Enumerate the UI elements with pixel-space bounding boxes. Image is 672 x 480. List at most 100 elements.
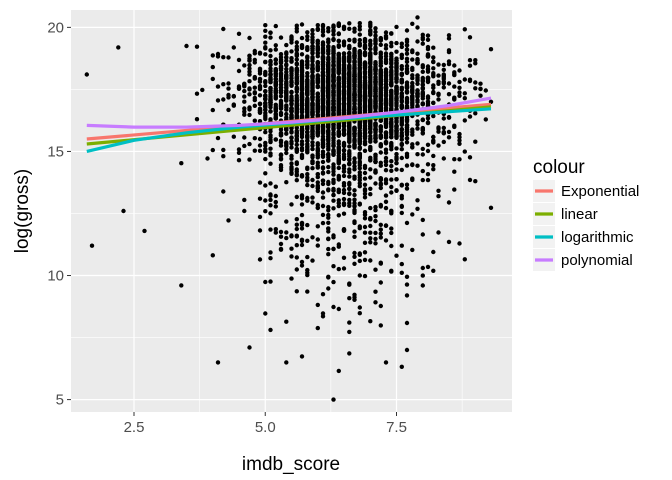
data-point <box>383 205 389 211</box>
data-point <box>425 142 431 147</box>
data-point <box>431 45 436 50</box>
data-point <box>368 223 373 229</box>
data-point <box>341 71 347 76</box>
data-point <box>284 235 289 241</box>
data-point <box>263 59 268 64</box>
data-point <box>389 99 394 105</box>
data-point <box>278 35 284 40</box>
data-point <box>284 103 289 108</box>
data-point <box>473 80 478 85</box>
data-point <box>352 87 357 92</box>
data-point <box>284 140 289 145</box>
data-point <box>410 67 415 73</box>
data-point <box>294 111 299 116</box>
data-point <box>404 63 410 69</box>
data-point <box>378 280 383 285</box>
data-point <box>221 26 226 32</box>
data-point <box>247 105 252 110</box>
data-point <box>289 35 294 40</box>
data-point <box>294 138 299 144</box>
data-point <box>394 49 399 54</box>
data-point <box>352 234 357 239</box>
data-point <box>352 164 357 169</box>
data-point <box>299 148 305 153</box>
data-point <box>305 105 310 111</box>
data-point <box>462 257 467 262</box>
data-point <box>389 163 394 169</box>
data-point <box>331 93 336 98</box>
data-point <box>415 39 420 44</box>
data-point <box>263 156 268 162</box>
data-point <box>488 205 494 210</box>
data-point <box>184 43 189 49</box>
data-point <box>368 73 373 78</box>
data-point <box>278 98 284 104</box>
data-point <box>347 161 352 166</box>
data-point <box>289 161 294 166</box>
data-point <box>305 178 310 183</box>
data-point <box>326 39 331 44</box>
data-point <box>357 166 362 171</box>
data-point <box>383 108 389 113</box>
data-point <box>221 154 226 159</box>
data-point <box>242 99 247 104</box>
data-point <box>368 215 373 221</box>
data-point <box>305 134 310 139</box>
data-point <box>310 74 315 79</box>
data-point <box>415 122 420 127</box>
data-point <box>420 117 425 123</box>
data-point <box>394 135 399 140</box>
data-point <box>320 43 326 48</box>
data-point <box>383 223 389 228</box>
data-point <box>452 169 457 174</box>
data-point <box>315 38 320 43</box>
data-point <box>394 167 399 172</box>
data-point <box>394 130 399 135</box>
data-point <box>467 35 473 40</box>
data-point <box>394 65 399 70</box>
data-point <box>404 47 410 52</box>
data-point <box>268 100 273 105</box>
data-point <box>305 71 310 76</box>
data-point <box>383 30 389 35</box>
data-point <box>368 98 373 103</box>
data-point <box>294 53 299 58</box>
data-point <box>299 155 305 161</box>
data-point <box>368 29 373 34</box>
data-point <box>404 84 410 89</box>
data-point <box>273 112 278 118</box>
data-point <box>320 64 326 69</box>
data-point <box>336 97 341 102</box>
data-point <box>278 165 284 170</box>
data-point <box>399 155 404 161</box>
data-point <box>336 368 341 374</box>
x-axis-label: imdb_score <box>242 454 340 475</box>
data-point <box>294 243 299 248</box>
data-point <box>404 282 410 287</box>
data-point <box>331 46 336 51</box>
data-point <box>478 93 483 98</box>
data-point <box>352 197 357 202</box>
data-point <box>299 173 305 178</box>
data-point <box>378 182 383 188</box>
data-point <box>347 44 352 49</box>
data-point <box>278 94 284 99</box>
data-point <box>315 106 320 111</box>
data-point <box>357 32 362 37</box>
data-point <box>247 56 252 61</box>
data-point <box>425 120 431 126</box>
data-point <box>294 148 299 153</box>
data-point <box>341 169 347 174</box>
data-point <box>394 58 399 63</box>
data-point <box>347 21 352 26</box>
data-point <box>310 102 315 107</box>
data-point <box>389 103 394 108</box>
data-point <box>347 296 352 301</box>
data-point <box>305 85 310 90</box>
data-point <box>352 209 357 214</box>
data-point <box>352 201 357 206</box>
data-point <box>389 147 394 152</box>
data-point <box>373 208 378 213</box>
data-point <box>352 98 357 103</box>
data-point <box>389 89 394 94</box>
